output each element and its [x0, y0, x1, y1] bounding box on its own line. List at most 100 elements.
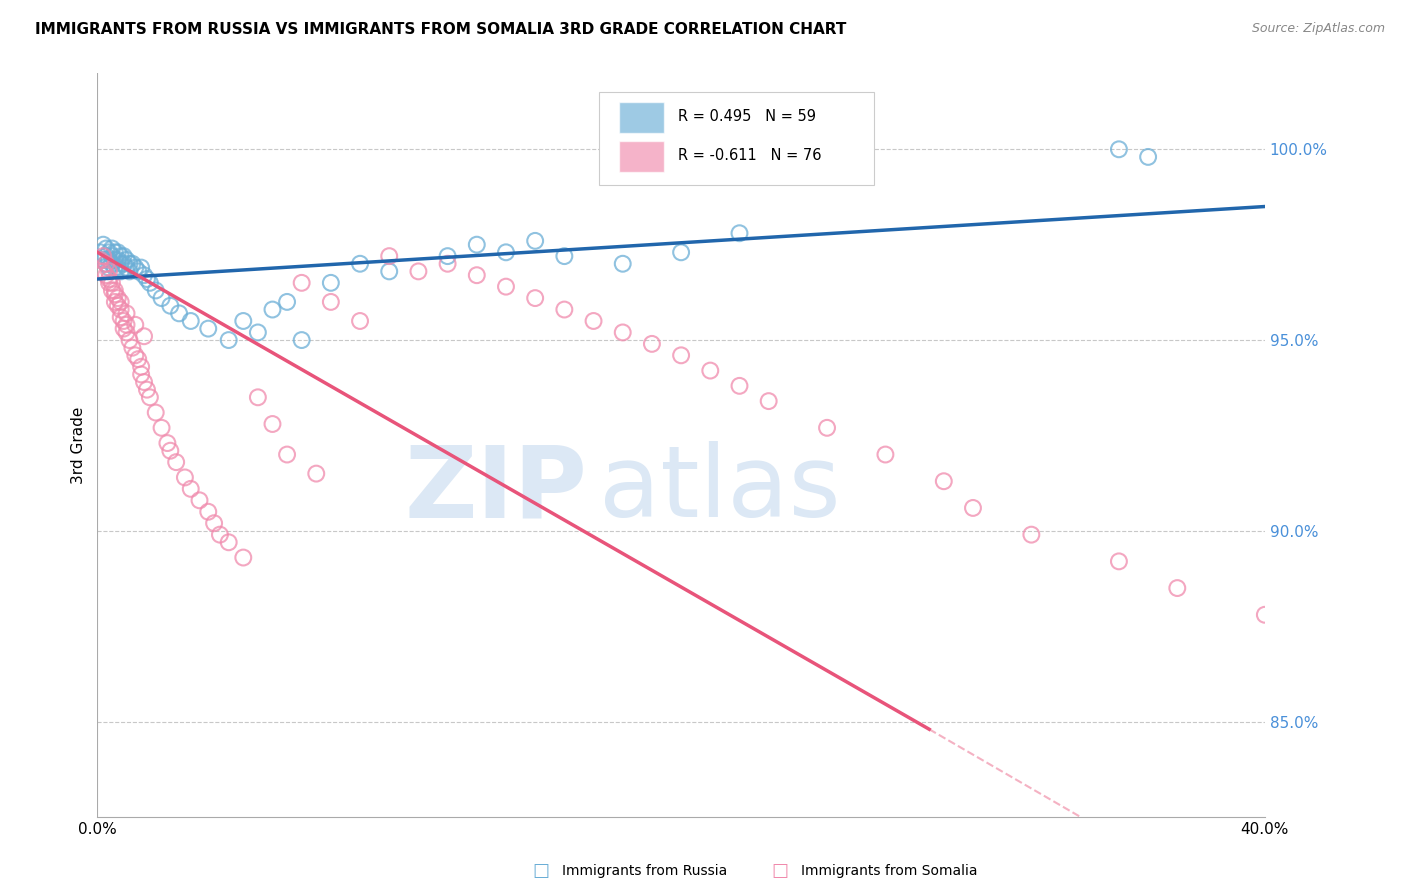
Point	[107, 245, 129, 260]
Point	[110, 257, 132, 271]
Text: atlas: atlas	[599, 442, 841, 538]
Point	[262, 302, 284, 317]
Point	[112, 249, 135, 263]
Point	[104, 294, 127, 309]
Point	[1166, 581, 1188, 595]
Point	[159, 299, 181, 313]
Point	[127, 264, 149, 278]
Point	[110, 249, 132, 263]
Point	[349, 314, 371, 328]
Point	[94, 257, 117, 271]
Point	[1021, 527, 1043, 541]
Point	[145, 406, 167, 420]
Text: R = -0.611   N = 76: R = -0.611 N = 76	[678, 148, 821, 163]
Point	[89, 252, 111, 267]
Point	[156, 436, 179, 450]
Text: Source: ZipAtlas.com: Source: ZipAtlas.com	[1251, 22, 1385, 36]
Point	[121, 341, 143, 355]
Point	[188, 493, 211, 508]
Point	[118, 264, 141, 278]
Text: Immigrants from Russia: Immigrants from Russia	[562, 864, 728, 879]
Point	[524, 234, 547, 248]
Point	[129, 260, 152, 275]
Point	[197, 321, 219, 335]
Point	[115, 252, 138, 267]
Point	[129, 368, 152, 382]
FancyBboxPatch shape	[599, 92, 873, 185]
Point	[115, 318, 138, 332]
Text: □: □	[533, 863, 550, 880]
Point	[319, 276, 342, 290]
Point	[145, 284, 167, 298]
Point	[110, 310, 132, 325]
Point	[104, 252, 127, 267]
Point	[165, 455, 187, 469]
Point	[107, 291, 129, 305]
Point	[349, 257, 371, 271]
Point	[98, 272, 121, 286]
Point	[319, 294, 342, 309]
Point	[124, 318, 146, 332]
Point	[291, 276, 314, 290]
Point	[246, 390, 269, 404]
Point	[218, 333, 240, 347]
Point	[408, 264, 430, 278]
Point	[1254, 607, 1277, 622]
Point	[218, 535, 240, 549]
Point	[110, 294, 132, 309]
Point	[495, 279, 517, 293]
Point	[758, 394, 780, 409]
Point	[132, 375, 155, 389]
Point	[91, 237, 114, 252]
Point	[276, 448, 298, 462]
Text: □: □	[772, 863, 789, 880]
Bar	[619, 141, 664, 172]
Point	[118, 257, 141, 271]
Point	[101, 284, 124, 298]
Point	[132, 268, 155, 283]
Point	[875, 448, 897, 462]
Point	[305, 467, 328, 481]
Point	[101, 276, 124, 290]
Point	[98, 260, 121, 275]
Point	[291, 333, 314, 347]
Point	[465, 237, 488, 252]
Point	[641, 337, 664, 351]
Point	[127, 352, 149, 367]
Point	[94, 257, 117, 271]
Point	[1137, 150, 1160, 164]
Point	[962, 500, 984, 515]
Point	[107, 299, 129, 313]
Point	[98, 276, 121, 290]
Point	[94, 242, 117, 256]
Point	[553, 302, 575, 317]
Point	[208, 527, 231, 541]
Point	[104, 260, 127, 275]
Point	[159, 443, 181, 458]
Point	[104, 287, 127, 301]
Point	[150, 291, 173, 305]
Point	[139, 390, 162, 404]
Point	[98, 245, 121, 260]
Point	[612, 326, 634, 340]
Point	[98, 264, 121, 278]
Text: R = 0.495   N = 59: R = 0.495 N = 59	[678, 109, 815, 123]
Point	[101, 257, 124, 271]
Point	[276, 294, 298, 309]
Bar	[619, 102, 664, 133]
Point	[115, 306, 138, 320]
Point	[202, 516, 225, 531]
Point	[124, 260, 146, 275]
Point	[112, 257, 135, 271]
Point	[136, 383, 159, 397]
Point	[110, 302, 132, 317]
Point	[465, 268, 488, 283]
Point	[112, 314, 135, 328]
Point	[167, 306, 190, 320]
Point	[107, 260, 129, 275]
Point	[495, 245, 517, 260]
Point	[89, 245, 111, 260]
Point	[132, 329, 155, 343]
Point	[115, 326, 138, 340]
Point	[110, 264, 132, 278]
